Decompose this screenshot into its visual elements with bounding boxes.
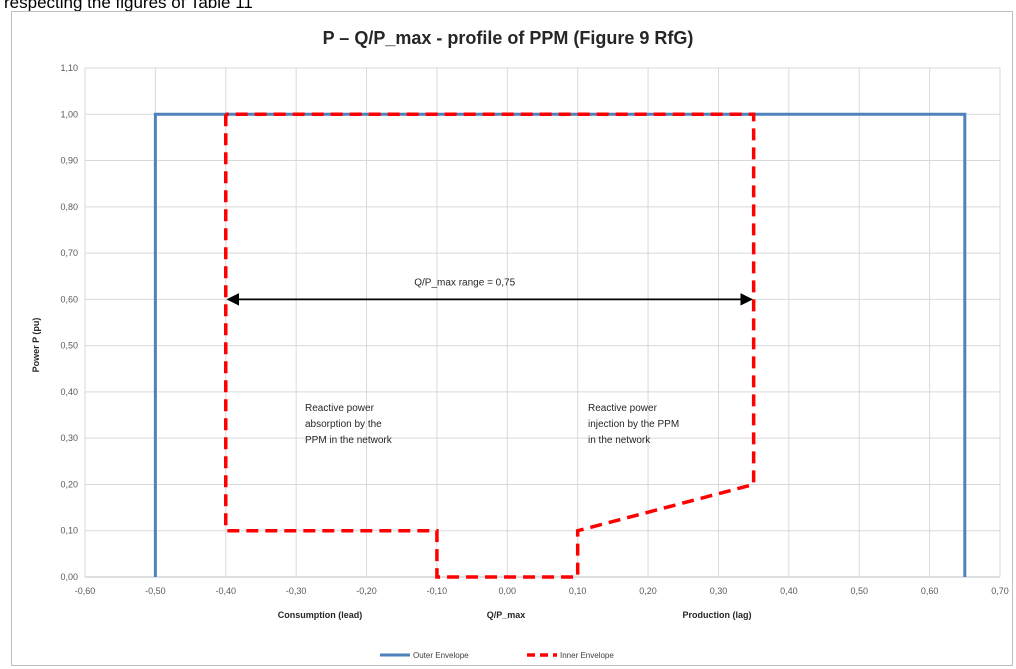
chart-title: P – Q/P_max - profile of PPM (Figure 9 R…	[323, 28, 694, 48]
x-tick-label: 0,20	[639, 586, 657, 596]
x-tick-label: -0,40	[216, 586, 237, 596]
x-tick-label: -0,50	[145, 586, 166, 596]
y-tick-label: 0,80	[60, 202, 78, 212]
gridlines	[84, 67, 1001, 578]
x-tick-label: -0,30	[286, 586, 307, 596]
series-layer	[153, 112, 967, 579]
legend-label-outer: Outer Envelope	[413, 651, 469, 660]
y-tick-label: 0,00	[60, 572, 78, 582]
y-tick-label: 0,30	[60, 433, 78, 443]
x-tick-label: -0,60	[75, 586, 96, 596]
x-tick-label: 0,40	[780, 586, 798, 596]
y-tick-label: 1,00	[60, 109, 78, 119]
inner-envelope-line	[224, 112, 756, 579]
x-tick-label: 0,60	[921, 586, 939, 596]
page-heading: respecting the figures of Table 11	[4, 0, 253, 12]
absorption-note-line: PPM in the network	[305, 435, 393, 446]
y-axis-label: Power P (pu)	[31, 318, 41, 373]
x-tick-label: 0,10	[569, 586, 587, 596]
x-axis-sublabel-left: Consumption (lead)	[278, 610, 363, 620]
injection-note-line: injection by the PPM	[588, 419, 679, 430]
x-tick-label: 0,50	[850, 586, 868, 596]
y-tick-labels: 0,00 0,10 0,20 0,30 0,40 0,50 0,60 0,70 0,80 0,90…	[60, 63, 78, 582]
annotations-layer: Q/P_max range = 0,75 Reactive power absorp…	[226, 277, 753, 446]
absorption-note: Reactive power absorption by the PPM in th…	[305, 403, 393, 446]
injection-note-line: Reactive power	[588, 403, 658, 414]
x-axis-label: Q/P_max	[487, 610, 526, 620]
y-tick-label: 0,60	[60, 294, 78, 304]
x-tick-label: -0,20	[356, 586, 377, 596]
y-tick-label: 0,70	[60, 248, 78, 258]
x-tick-label: 0,30	[710, 586, 728, 596]
chart-frame	[11, 11, 1013, 666]
x-tick-label: -0,10	[427, 586, 448, 596]
absorption-note-line: absorption by the	[305, 419, 382, 430]
x-tick-labels: -0,60 -0,50 -0,40 -0,30 -0,20 -0,10 0,00 0,10 0,…	[75, 586, 1009, 596]
y-tick-label: 1,10	[60, 63, 78, 73]
injection-note: Reactive power injection by the PPM in the…	[588, 403, 679, 446]
y-tick-label: 0,50	[60, 341, 78, 351]
injection-note-line: in the network	[588, 435, 651, 446]
x-tick-label: 0,00	[499, 586, 517, 596]
x-tick-label: 0,70	[991, 586, 1009, 596]
legend: Outer Envelope Inner Envelope	[380, 651, 614, 660]
y-tick-label: 0,40	[60, 387, 78, 397]
absorption-note-line: Reactive power	[305, 403, 375, 414]
range-label: Q/P_max range = 0,75	[414, 277, 515, 288]
y-tick-label: 0,90	[60, 156, 78, 166]
y-tick-label: 0,10	[60, 526, 78, 536]
y-tick-label: 0,20	[60, 479, 78, 489]
legend-label-inner: Inner Envelope	[560, 651, 614, 660]
x-axis-sublabel-right: Production (lag)	[683, 610, 752, 620]
